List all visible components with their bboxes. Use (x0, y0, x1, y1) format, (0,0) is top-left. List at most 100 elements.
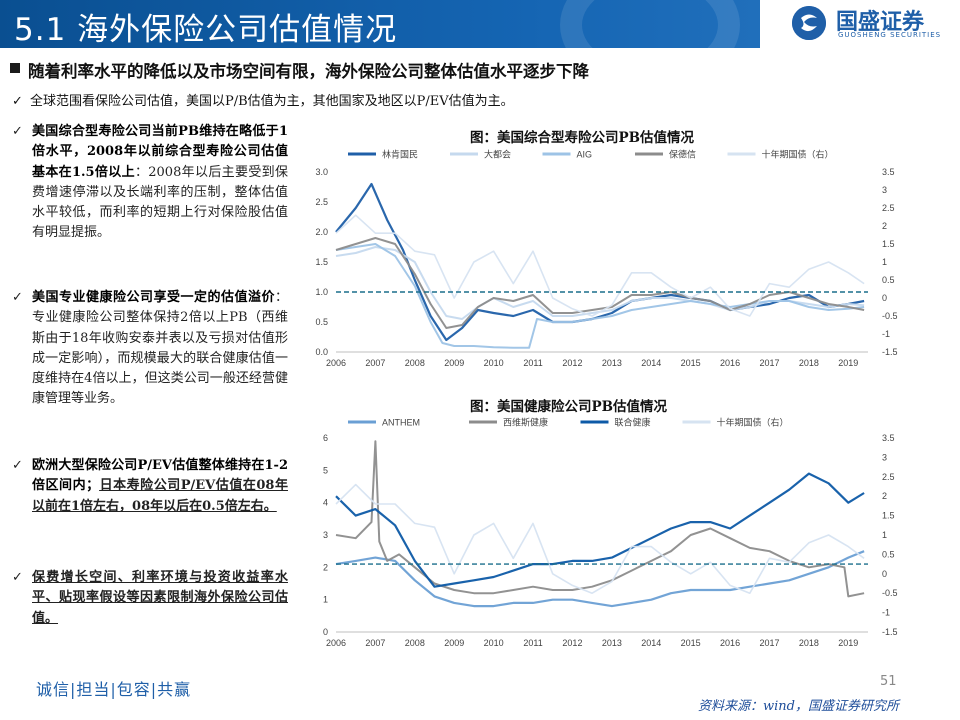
series-line (335, 214, 865, 317)
series-line (335, 483, 865, 594)
series-line (335, 237, 865, 329)
y-tick-left: 2.5 (315, 197, 328, 207)
x-tick: 2011 (523, 638, 542, 648)
legend-label: 大都会 (484, 149, 511, 160)
bullet-bold: 美国专业健康险公司享受一定的估值溢价 (32, 290, 275, 305)
y-tick-right: 2 (882, 221, 887, 231)
bullet-text: ：2008年以后主要受到保费增速停滞以及长端利率的压制，整体估值水平较低，而利率… (32, 164, 288, 241)
y-tick-right: -0.5 (882, 311, 898, 321)
y-tick-right: 3.5 (882, 433, 895, 443)
y-tick-right: 2 (882, 491, 887, 501)
y-tick-right: 0.5 (882, 275, 895, 285)
series-line (335, 550, 865, 608)
y-tick-left: 4 (323, 498, 328, 508)
check-icon: ✓ (12, 290, 23, 305)
slide-header: 5.1 海外保险公司估值情况 国盛证券 GUOSHENG SECURITIES (0, 0, 960, 48)
x-tick: 2008 (405, 638, 425, 648)
x-tick: 2012 (562, 638, 582, 648)
y-tick-right: 2.5 (882, 472, 895, 482)
chart-title-life: 图：美国综合型寿险公司PB估值情况 (470, 130, 695, 146)
x-tick: 2017 (759, 358, 779, 368)
y-tick-left: 1 (323, 595, 328, 605)
check-icon: ✓ (12, 570, 23, 585)
logo-name: 国盛证券 (836, 10, 925, 35)
x-tick: 2018 (799, 358, 819, 368)
y-tick-right: 1 (882, 257, 887, 267)
bullet-item: ✓ 美国专业健康险公司享受一定的估值溢价：专业健康险公司整体保持2倍以上PB（西维… (10, 288, 288, 456)
x-tick: 2018 (799, 638, 819, 648)
y-tick-right: 1.5 (882, 511, 895, 521)
y-tick-right: 0.5 (882, 549, 895, 559)
x-tick: 2010 (484, 638, 504, 648)
x-tick: 2019 (838, 358, 858, 368)
y-tick-right: 0 (882, 293, 887, 303)
x-tick: 2009 (444, 358, 464, 368)
y-tick-right: -1.5 (882, 627, 898, 637)
chart-title-health: 图：美国健康险公司PB估值情况 (470, 399, 668, 415)
footer-slogan: 诚信|担当|包容|共赢 (36, 680, 192, 699)
y-tick-left: 2.0 (315, 227, 328, 237)
series-line (335, 472, 865, 588)
legend-label: 联合健康 (615, 417, 651, 428)
series-line (335, 440, 865, 598)
bullet-list: ✓ 美国综合型寿险公司当前PB维持在略低于1倍水平，2008年以前综合型寿险公司估… (10, 122, 288, 629)
y-tick-right: 1 (882, 530, 887, 540)
x-tick: 2017 (759, 638, 779, 648)
header-decoration (560, 0, 740, 48)
subline: ✓ 全球范围看保险公司估值，美国以P/B估值为主，其他国家及地区以P/EV估值为主… (12, 90, 514, 109)
y-tick-right: 3.5 (882, 167, 895, 177)
legend-label: 十年期国债（右） (717, 417, 789, 428)
y-tick-right: 2.5 (882, 203, 895, 213)
bullet-underline: 保费增长空间、利率环境与投资收益率水平、贴现率假设等因素限制海外保险公司估值。 (32, 570, 288, 626)
y-tick-right: -0.5 (882, 588, 898, 598)
y-tick-right: -1 (882, 608, 890, 618)
slide-title: 5.1 海外保险公司估值情况 (14, 12, 398, 48)
x-tick: 2007 (365, 358, 385, 368)
subline-text: 全球范围看保险公司估值，美国以P/B估值为主，其他国家及地区以P/EV估值为主。 (30, 94, 514, 109)
x-tick: 2006 (326, 358, 346, 368)
x-tick: 2019 (838, 638, 858, 648)
y-tick-left: 0.5 (315, 317, 328, 327)
y-tick-left: 3 (323, 530, 328, 540)
bullet-item: ✓ 保费增长空间、利率环境与投资收益率水平、贴现率假设等因素限制海外保险公司估值。 (10, 568, 288, 629)
y-tick-right: 1.5 (882, 239, 895, 249)
bullet-text: ：专业健康险公司整体保持2倍以上PB（西维斯由于18年收购安泰并表以及亏损对估值… (32, 290, 288, 407)
bullet-item: ✓ 欧洲大型保险公司P/EV估值整体维持在1-2倍区间内；日本寿险公司P/EV估值… (10, 456, 288, 568)
x-tick: 2010 (484, 358, 504, 368)
y-tick-left: 0 (323, 627, 328, 637)
x-tick: 2013 (602, 638, 622, 648)
legend-label: 林肯国民 (382, 149, 418, 160)
y-tick-left: 6 (323, 433, 328, 443)
check-icon: ✓ (12, 124, 23, 139)
x-tick: 2014 (641, 358, 661, 368)
chart-health-insurers-pb: 6 5 4 3 2 1 0 3.5 3 2.5 2 1.5 1 0.5 0 -0.5 -1 -1.5 2006 200… (323, 417, 898, 649)
logo: 国盛证券 GUOSHENG SECURITIES (760, 0, 960, 48)
source-note: 资料来源：wind，国盛证券研究所 (698, 699, 899, 714)
y-tick-left: 1.0 (315, 287, 328, 297)
bullet-bold: 美国综合型寿险公司当前PB维持在略低于1倍水平，2008年以前综合型寿险公司估值… (32, 124, 288, 180)
y-tick-right: 3 (882, 452, 887, 462)
chart-life-insurers-pb: 3.0 2.5 2.0 1.5 1.0 0.5 0.0 3.5 3 2.5 2 1.5 1 0.5 0 -0.… (315, 149, 898, 369)
x-tick: 2009 (444, 638, 464, 648)
x-tick: 2016 (720, 638, 740, 648)
y-tick-left: 0.0 (315, 347, 328, 357)
y-tick-left: 5 (323, 465, 328, 475)
square-bullet-icon (10, 63, 20, 73)
y-tick-right: 0 (882, 569, 887, 579)
logo-subtitle: GUOSHENG SECURITIES (838, 31, 942, 39)
x-tick: 2011 (523, 358, 542, 368)
x-tick: 2016 (720, 358, 740, 368)
legend-label: 十年期国债（右） (762, 149, 834, 160)
y-tick-right: -1 (882, 329, 890, 339)
y-tick-right: -1.5 (882, 347, 898, 357)
x-tick: 2012 (562, 358, 582, 368)
legend-label: ANTHEM (382, 418, 420, 428)
x-tick: 2007 (365, 638, 385, 648)
page-number: 51 (880, 674, 897, 689)
y-tick-right: 3 (882, 185, 887, 195)
x-tick: 2008 (405, 358, 425, 368)
legend-label: AIG (577, 150, 593, 160)
legend-label: 保德信 (669, 149, 696, 160)
bullet-underline: 日本寿险公司P/EV估值在08年以前在1倍左右，08年以后在0.5倍左右。 (32, 478, 288, 514)
bullet-item: ✓ 美国综合型寿险公司当前PB维持在略低于1倍水平，2008年以前综合型寿险公司估… (10, 122, 288, 288)
